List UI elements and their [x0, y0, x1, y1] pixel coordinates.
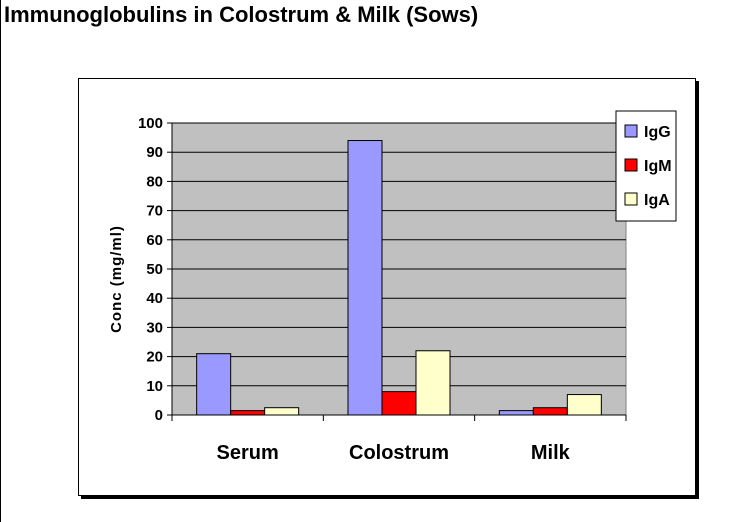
- legend-label-igm: IgM: [644, 158, 672, 175]
- legend-label-iga: IgA: [644, 192, 670, 209]
- y-tick-label: 0: [155, 407, 163, 424]
- x-category-label: Milk: [531, 442, 571, 464]
- y-tick-label: 90: [146, 144, 163, 161]
- bar-igg-colostrum: [347, 140, 383, 416]
- bar-chart: 0 10 20 30 40 50 60 70 80 90 100 Serum Colostrum Mil…: [108, 110, 677, 464]
- bars: [196, 140, 602, 416]
- y-axis-title: Conc (mg/ml): [108, 225, 125, 333]
- bar-igm-colostrum: [381, 391, 417, 416]
- y-tick-labels: 0 10 20 30 40 50 60 70 80 90 100: [138, 115, 163, 424]
- y-tick-label: 20: [146, 349, 163, 366]
- bar-igg-serum: [196, 353, 232, 416]
- x-category-labels: Serum Colostrum Milk: [217, 442, 571, 464]
- legend-label-igg: IgG: [644, 124, 671, 141]
- bar-iga-serum: [264, 407, 300, 416]
- legend-swatch-igm: [624, 158, 638, 172]
- bar-igm-milk: [532, 407, 568, 416]
- chart-frame: 0 10 20 30 40 50 60 70 80 90 100 Serum Colostrum Mil…: [78, 78, 696, 496]
- y-tick-label: 70: [146, 203, 163, 220]
- bar-igm-serum: [230, 410, 266, 416]
- page-title: Immunoglobulins in Colostrum & Milk (Sow…: [4, 2, 479, 27]
- bar-iga-milk: [566, 394, 602, 416]
- left-edge-rule: [0, 0, 1, 522]
- y-tick-label: 100: [138, 115, 163, 132]
- y-tick-label: 10: [146, 378, 163, 395]
- legend-swatch-igg: [624, 124, 638, 138]
- gridlines: [172, 122, 626, 387]
- bar-iga-colostrum: [415, 350, 451, 416]
- legend: IgG IgM IgA: [615, 110, 677, 222]
- y-tick-label: 40: [146, 290, 163, 307]
- x-category-label: Colostrum: [349, 442, 449, 464]
- axes: [167, 122, 627, 421]
- y-tick-label: 80: [146, 173, 163, 190]
- y-tick-label: 30: [146, 319, 163, 336]
- y-tick-label: 60: [146, 232, 163, 249]
- x-category-label: Serum: [217, 442, 279, 464]
- legend-swatch-iga: [624, 192, 638, 206]
- bar-igg-milk: [498, 410, 534, 416]
- y-tick-label: 50: [146, 261, 163, 278]
